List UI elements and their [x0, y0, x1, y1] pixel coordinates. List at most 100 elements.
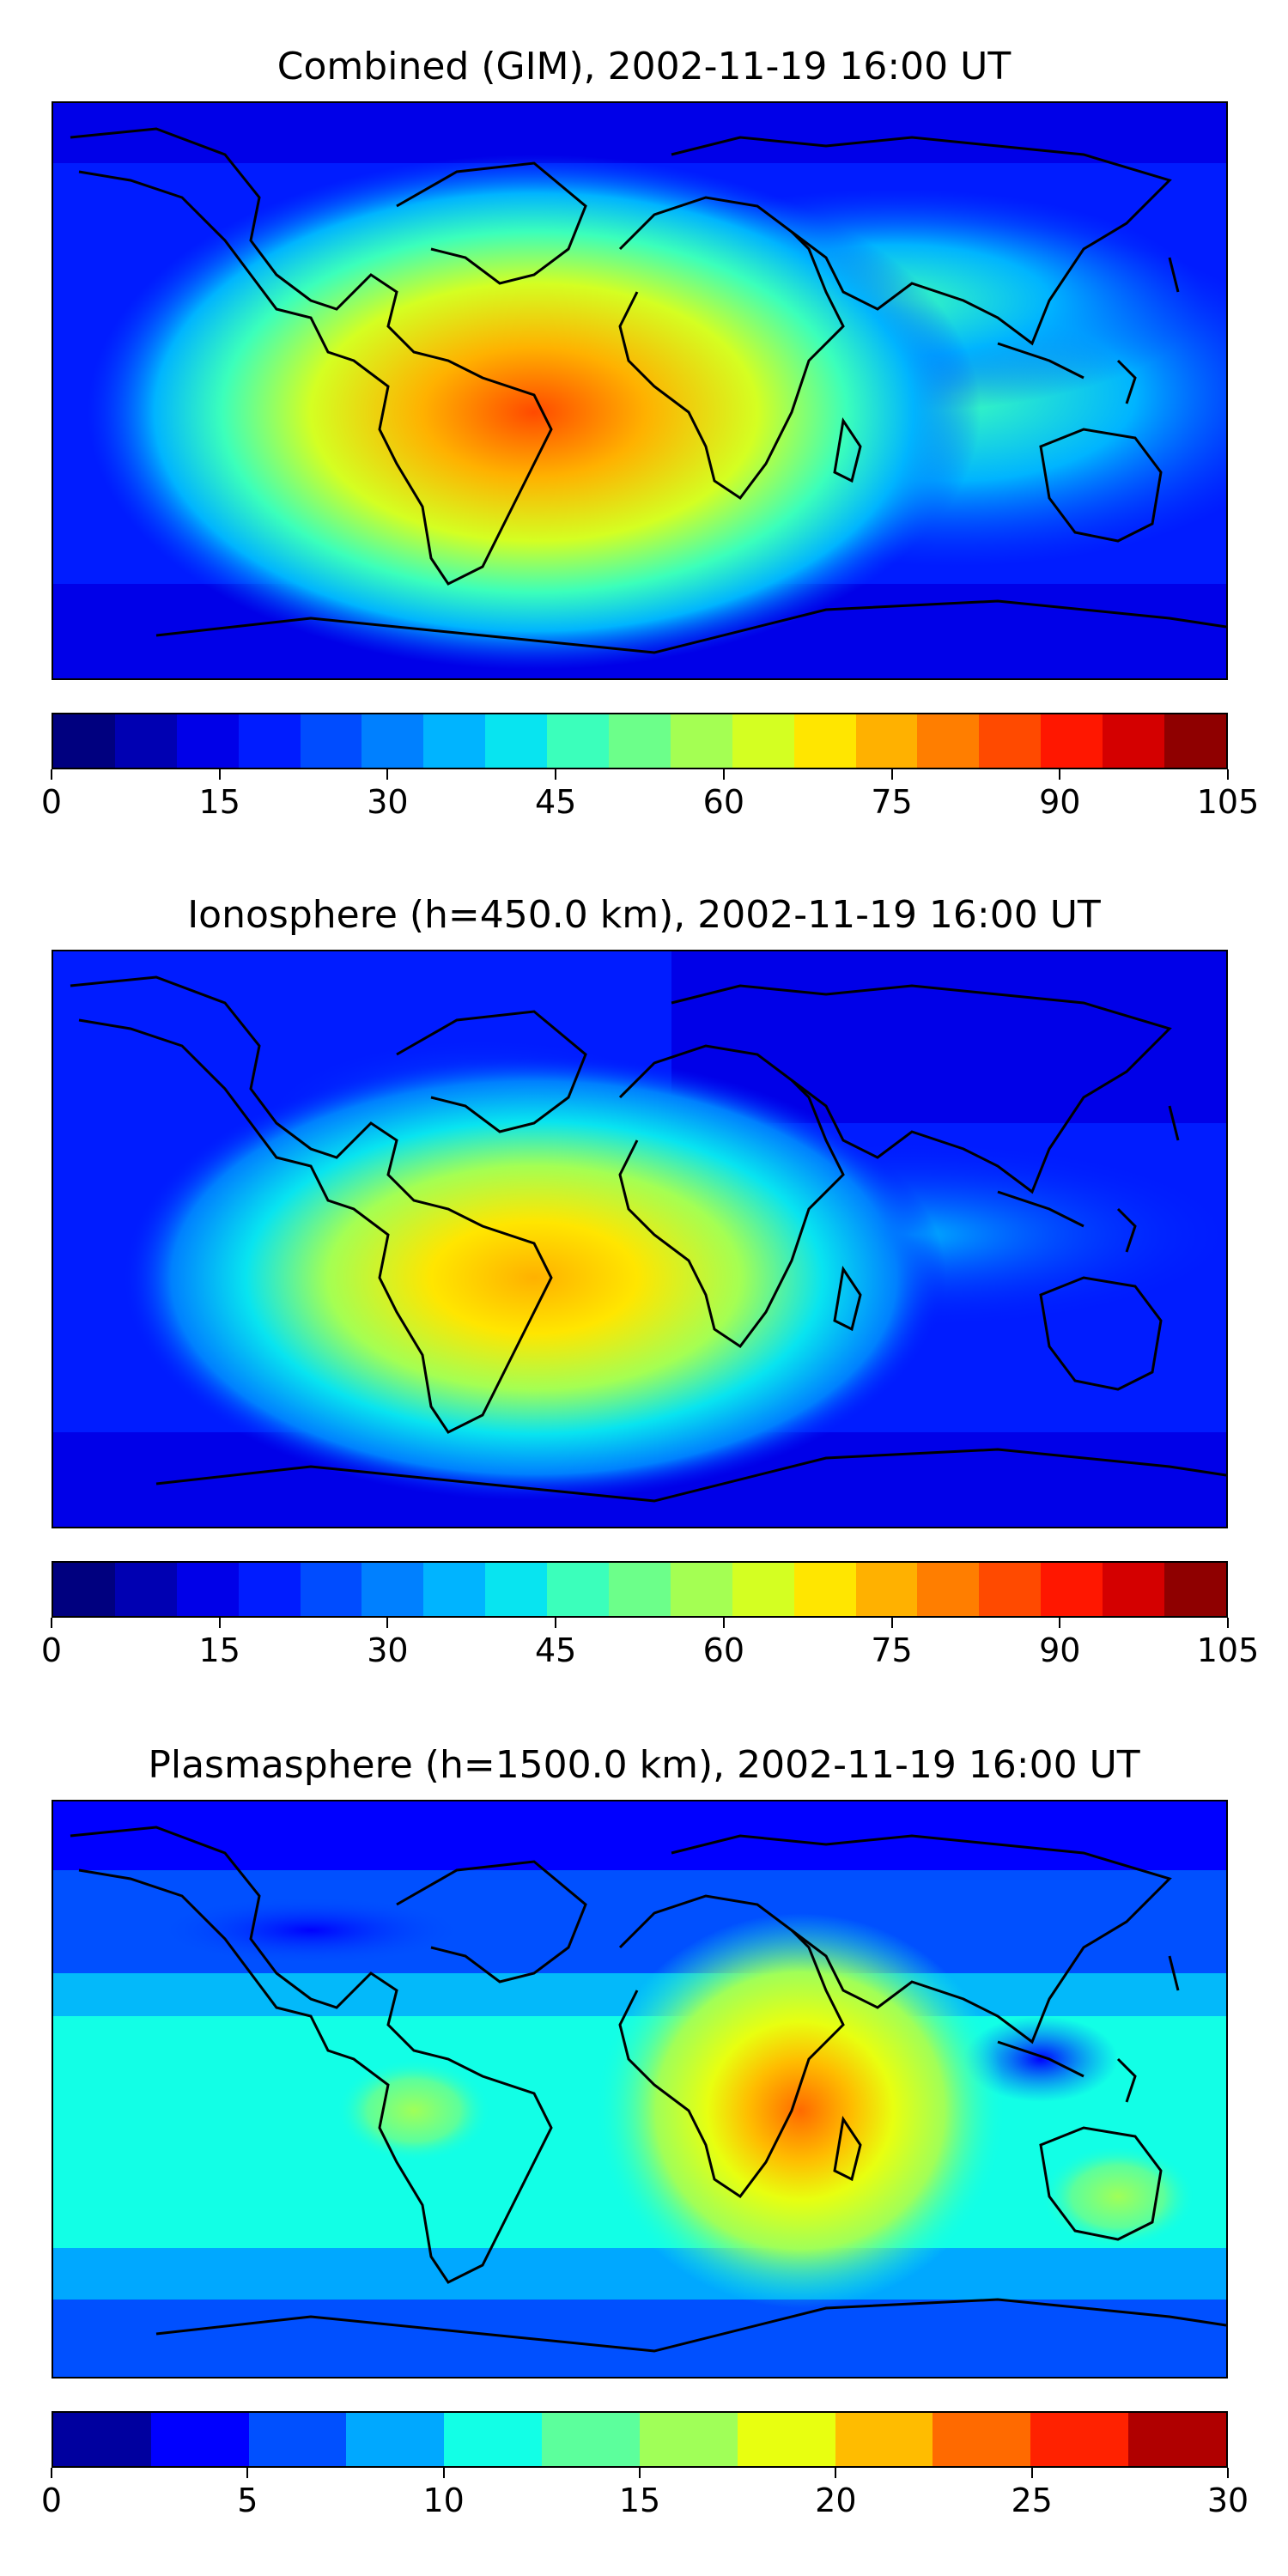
colorbar-segment: [150, 2413, 249, 2466]
colorbar-tick: [442, 2468, 445, 2478]
colorbar-tick: [639, 2468, 641, 2478]
colorbar-tick: [51, 2468, 52, 2478]
colorbar-segment: [53, 2413, 151, 2466]
colorbar-tick: [218, 1618, 221, 1628]
peak-region: [122, 1054, 946, 1501]
colorbar-segment: [547, 1563, 610, 1616]
colorbar-tick: [246, 2468, 249, 2478]
coastlines: [70, 975, 1226, 1503]
colorbar-segment: [639, 2413, 738, 2466]
colorbar-segment: [1128, 2413, 1226, 2466]
colorbar-segment: [1103, 714, 1165, 768]
colorbar-tick-label: 45: [534, 1631, 577, 1669]
colorbar-ticks-ionosphere: 0 15 30 45 60 75 90 105: [41, 1618, 1259, 1669]
colorbar-tick: [722, 1618, 725, 1628]
colorbar-tick-label: 105: [1196, 1631, 1260, 1669]
colorbar-segment: [176, 714, 239, 768]
colorbar-tick: [890, 1618, 893, 1628]
colorbar-tick-label: 0: [40, 783, 63, 821]
colorbar-tick-label: 15: [198, 783, 240, 821]
colorbar-segment: [732, 714, 794, 768]
colorbar-tick-label: 25: [1011, 2482, 1053, 2519]
colorbar-segment: [670, 714, 732, 768]
colorbar-segment: [609, 1563, 671, 1616]
panel-title-combined: Combined (GIM), 2002-11-19 16:00 UT: [276, 45, 1012, 88]
colorbar-segment: [933, 2413, 1031, 2466]
map-plasmasphere: [52, 1800, 1228, 2379]
colorbar-segment: [361, 714, 424, 768]
colorbar-tick: [1227, 1618, 1229, 1628]
colorbar-tick-label: 0: [40, 2482, 63, 2519]
colorbar-segment: [423, 714, 486, 768]
colorbar-tick-label: 0: [40, 1631, 63, 1669]
colorbar-segment: [485, 1563, 548, 1616]
colorbar-tick-label: 60: [702, 783, 745, 821]
coastlines: [70, 127, 1226, 654]
map-combined: [52, 101, 1228, 680]
colorbar-tick-label: 20: [815, 2482, 857, 2519]
colorbar-segment: [1164, 1563, 1226, 1616]
colorbar-tick: [1059, 1618, 1061, 1628]
colorbar-segment: [114, 714, 177, 768]
colorbar-tick: [386, 1618, 389, 1628]
colorbar-tick-label: 10: [422, 2482, 465, 2519]
colorbar-ticks-plasmasphere: 0 5 10 15 20 25 30: [41, 2468, 1249, 2519]
colorbar-tick: [1059, 769, 1061, 780]
colorbar-segment: [1103, 1563, 1165, 1616]
colorbar-tick: [218, 769, 221, 780]
colorbar-tick-label: 30: [367, 783, 409, 821]
colorbar-plasmasphere: [52, 2411, 1228, 2468]
colorbar-segment: [485, 714, 548, 768]
colorbar-tick: [51, 1618, 52, 1628]
colorbar-segment: [609, 714, 671, 768]
colorbar-segment: [248, 2413, 347, 2466]
colorbar-segment: [793, 714, 856, 768]
colorbar-segment: [547, 714, 610, 768]
colorbar-tick-label: 15: [618, 2482, 661, 2519]
colorbar-tick-label: 75: [871, 783, 913, 821]
colorbar-segment: [855, 714, 918, 768]
colorbar-segment: [53, 714, 115, 768]
colorbar-segment: [979, 714, 1042, 768]
colorbar-tick-label: 30: [367, 1631, 409, 1669]
colorbar-tick-label: 5: [237, 2482, 258, 2519]
colorbar-tick: [835, 2468, 837, 2478]
colorbar-tick: [51, 769, 52, 780]
colorbar-segment: [737, 2413, 835, 2466]
colorbar-tick-label: 30: [1206, 2482, 1249, 2519]
colorbar-tick: [386, 769, 389, 780]
colorbar-segment: [1041, 1563, 1103, 1616]
colorbar-segment: [300, 1563, 362, 1616]
colorbar-ionosphere: [52, 1561, 1228, 1618]
colorbar-segment: [53, 1563, 115, 1616]
colorbar-segment: [346, 2413, 445, 2466]
colorbar-segment: [238, 714, 301, 768]
colorbar-segment: [423, 1563, 486, 1616]
colorbar-segment: [1164, 714, 1226, 768]
colorbar-tick: [1030, 2468, 1033, 2478]
colorbar-segment: [793, 1563, 856, 1616]
colorbar-segment: [1030, 2413, 1129, 2466]
colorbar-segment: [835, 2413, 933, 2466]
colorbar-tick: [890, 769, 893, 780]
colorbar-segment: [670, 1563, 732, 1616]
colorbar-tick-label: 90: [1039, 1631, 1081, 1669]
colorbar-segment: [444, 2413, 543, 2466]
colorbar-tick-label: 60: [702, 1631, 745, 1669]
colorbar-segment: [917, 714, 980, 768]
colorbar-segment: [855, 1563, 918, 1616]
colorbar-segment: [238, 1563, 301, 1616]
colorbar-tick: [1227, 2468, 1229, 2478]
colorbar-tick: [555, 1618, 557, 1628]
colorbar-segment: [361, 1563, 424, 1616]
colorbar-segment: [917, 1563, 980, 1616]
panel-title-plasmasphere: Plasmasphere (h=1500.0 km), 2002-11-19 1…: [148, 1743, 1140, 1787]
colorbar-segment: [176, 1563, 239, 1616]
colorbar-segment: [300, 714, 362, 768]
colorbar-segment: [542, 2413, 640, 2466]
colorbar-tick: [555, 769, 557, 780]
colorbar-ticks-combined: 0 15 30 45 60 75 90 105: [41, 769, 1259, 821]
colorbar-tick-label: 105: [1196, 783, 1260, 821]
peak-region: [594, 1913, 1006, 2308]
colorbar-tick-label: 75: [871, 1631, 913, 1669]
